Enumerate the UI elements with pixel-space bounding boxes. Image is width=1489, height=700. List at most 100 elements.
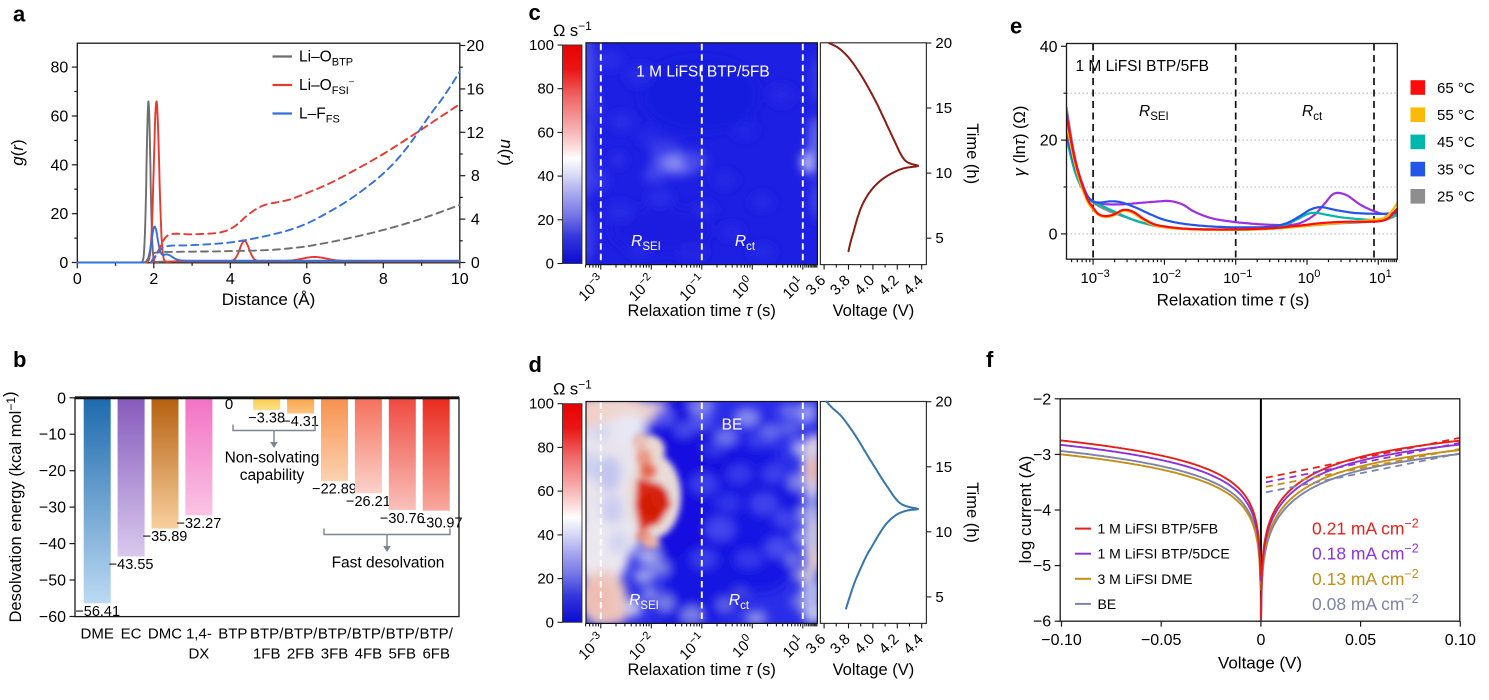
svg-text:0.18 mA cm−2: 0.18 mA cm−2 [1312,542,1419,564]
svg-text:γ (lnτ) (Ω): γ (lnτ) (Ω) [1011,106,1029,177]
svg-text:40: 40 [537,527,554,544]
svg-text:55 °C: 55 °C [1437,107,1475,124]
svg-text:3 M LiFSI DME: 3 M LiFSI DME [1098,571,1193,587]
svg-text:−10: −10 [39,427,66,444]
svg-text:4FB: 4FB [355,646,383,663]
svg-text:c: c [529,0,541,25]
svg-text:−0.05: −0.05 [1141,632,1182,649]
svg-text:−26.21: −26.21 [346,494,391,510]
svg-text:25 °C: 25 °C [1437,189,1475,206]
svg-text:DX: DX [188,646,209,663]
svg-text:Relaxation time τ (s): Relaxation time τ (s) [628,302,776,320]
svg-text:80: 80 [537,81,554,98]
svg-text:20: 20 [466,38,484,55]
svg-text:DMC: DMC [148,626,182,643]
svg-text:BTP/: BTP/ [352,626,386,643]
svg-text:20: 20 [537,212,554,229]
svg-text:−4: −4 [1033,503,1051,520]
svg-text:BTP/: BTP/ [420,626,454,643]
svg-text:BTP/: BTP/ [386,626,420,643]
svg-text:0.13 mA cm−2: 0.13 mA cm−2 [1312,567,1419,589]
svg-text:g(r): g(r) [8,139,27,165]
svg-text:Voltage (V): Voltage (V) [1218,654,1302,673]
svg-text:6: 6 [302,271,311,288]
svg-text:0.21 mA cm−2: 0.21 mA cm−2 [1312,517,1419,539]
svg-text:80: 80 [51,60,69,77]
svg-text:capability: capability [240,467,305,484]
svg-text:0: 0 [546,614,554,631]
svg-text:4: 4 [471,212,480,229]
svg-text:Rct: Rct [735,233,756,253]
svg-text:1 M LiFSI BTP/5FB: 1 M LiFSI BTP/5FB [1076,58,1210,75]
svg-text:0: 0 [1256,632,1265,649]
svg-text:0: 0 [546,256,554,273]
svg-text:0: 0 [1049,226,1058,243]
svg-text:Relaxation time τ (s): Relaxation time τ (s) [1157,291,1310,310]
svg-text:15: 15 [935,459,952,476]
svg-text:f: f [986,347,994,372]
svg-text:0.05: 0.05 [1345,632,1376,649]
svg-text:8: 8 [471,168,480,185]
svg-text:5: 5 [935,230,943,247]
svg-text:0.08 mA cm−2: 0.08 mA cm−2 [1312,592,1419,614]
svg-text:EC: EC [121,626,142,643]
svg-text:RSEI: RSEI [629,592,659,612]
svg-text:10: 10 [935,524,952,541]
svg-text:BE: BE [1098,596,1117,612]
svg-text:Time (h): Time (h) [963,482,981,543]
svg-text:10: 10 [451,271,469,288]
svg-text:0: 0 [225,396,233,413]
svg-text:BTP/: BTP/ [250,626,284,643]
svg-text:12: 12 [466,125,484,142]
svg-text:0: 0 [59,255,68,272]
svg-text:16: 16 [466,81,484,98]
svg-text:0: 0 [73,271,82,288]
svg-text:6FB: 6FB [422,646,450,663]
svg-text:Rct: Rct [1302,103,1323,123]
svg-text:2: 2 [149,271,158,288]
svg-text:60: 60 [51,109,69,126]
svg-text:10: 10 [935,165,952,182]
svg-text:8: 8 [379,271,388,288]
svg-text:−30.76: −30.76 [380,511,425,527]
svg-text:−30.97: −30.97 [418,516,463,532]
svg-text:2FB: 2FB [287,646,315,663]
svg-text:45 °C: 45 °C [1437,134,1475,151]
svg-text:−60: −60 [39,609,66,626]
svg-text:Voltage (V): Voltage (V) [833,302,915,320]
svg-text:Fast desolvation: Fast desolvation [332,555,445,572]
svg-text:20: 20 [935,35,952,52]
svg-text:−56.41: −56.41 [75,604,120,620]
svg-text:a: a [13,2,26,27]
svg-text:−50: −50 [39,573,66,590]
svg-text:DME: DME [81,626,114,643]
svg-text:100: 100 [529,37,554,54]
svg-text:Non-solvating: Non-solvating [225,450,320,467]
svg-text:RSEI: RSEI [631,233,661,253]
svg-text:1,4-: 1,4- [186,626,212,643]
svg-text:−30: −30 [39,500,66,517]
svg-text:1FB: 1FB [253,646,281,663]
svg-text:40: 40 [1040,39,1058,56]
svg-text:20: 20 [1040,133,1058,150]
svg-text:60: 60 [537,483,554,500]
svg-text:Distance (Å): Distance (Å) [222,290,316,309]
svg-text:Rct: Rct [729,592,750,612]
svg-text:−40: −40 [39,536,66,553]
svg-text:1 M LiFSI BTP/5FB: 1 M LiFSI BTP/5FB [1098,521,1219,537]
svg-text:−0.10: −0.10 [1041,632,1082,649]
svg-text:20: 20 [935,394,952,411]
svg-text:20: 20 [537,571,554,588]
svg-text:100: 100 [529,396,554,413]
svg-text:−32.27: −32.27 [177,516,222,532]
svg-text:4: 4 [226,271,235,288]
svg-text:−3: −3 [1033,447,1051,464]
svg-text:BTP: BTP [218,626,247,643]
svg-text:−6: −6 [1033,614,1051,631]
svg-text:80: 80 [537,439,554,456]
svg-text:−2: −2 [1033,391,1051,408]
svg-text:65 °C: 65 °C [1437,80,1475,97]
svg-text:−5: −5 [1033,558,1051,575]
svg-text:1 M LiFSI BTP/5FB: 1 M LiFSI BTP/5FB [636,64,770,81]
svg-text:−43.55: −43.55 [109,557,154,573]
